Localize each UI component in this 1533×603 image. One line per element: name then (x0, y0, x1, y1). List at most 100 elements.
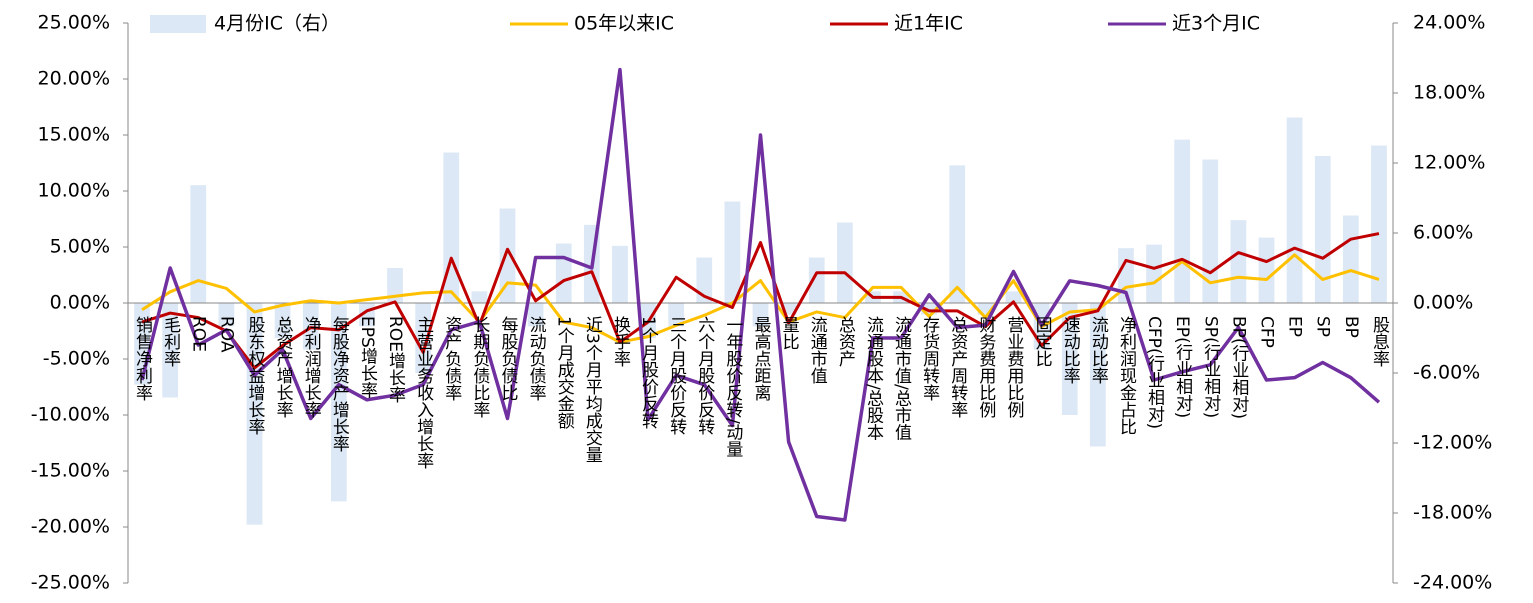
bar (1089, 303, 1106, 447)
y-tick-label: -20.00% (31, 516, 110, 538)
x-tick-label: EP (1284, 316, 1305, 337)
y-tick-label: -25.00% (31, 572, 110, 594)
y-tick-label: 5.00% (50, 236, 110, 258)
x-tick-label: ROA (216, 316, 237, 353)
bar (471, 291, 488, 303)
x-tick-label: EPS增长率 (356, 316, 377, 399)
y-tick-label: -5.00% (43, 348, 110, 370)
x-tick-label: 销售净利率 (132, 316, 153, 401)
y2-tick-label: -18.00% (1413, 502, 1492, 524)
x-tick-label: 最高点距离 (750, 316, 771, 401)
bar (977, 303, 994, 315)
x-tick-label: 股息率 (1368, 316, 1389, 367)
x-tick-label: 换手率 (609, 316, 630, 367)
x-tick-label: 流动负债率 (525, 316, 546, 401)
bar (668, 303, 685, 327)
x-tick-label: 每股净资产增长率 (328, 316, 349, 452)
x-tick-label: 1个月股价反转 (638, 316, 659, 429)
bar (808, 257, 825, 303)
x-tick-label: 总资产增长率 (272, 316, 293, 418)
x-tick-label: 存货周转率 (919, 316, 940, 401)
bar (1286, 117, 1303, 303)
y-tick-label: 0.00% (50, 292, 110, 314)
bar (1342, 215, 1359, 303)
bar (415, 303, 432, 373)
x-tick-label: BP(行业相对) (1228, 316, 1249, 420)
bar (921, 303, 938, 315)
x-tick-label: 六个月股价反转 (694, 316, 715, 435)
x-tick-label: EP(行业相对) (1172, 316, 1193, 419)
bar (724, 201, 741, 303)
bar (162, 303, 179, 398)
legend-label: 05年以来IC (574, 13, 674, 35)
line (141, 232, 1380, 370)
y-tick-label: 10.00% (38, 180, 110, 202)
bar (949, 165, 966, 303)
y2-tick-label: 6.00% (1413, 222, 1473, 244)
x-tick-label: 近3个月平均成交量 (581, 316, 602, 463)
bar (696, 257, 713, 303)
bar (330, 303, 347, 502)
x-tick-label: BP (1340, 316, 1361, 338)
bar (218, 303, 235, 327)
bar (1005, 291, 1022, 303)
y2-tick-label: 12.00% (1413, 152, 1485, 174)
y2-tick-label: 24.00% (1413, 12, 1485, 34)
bar (555, 243, 572, 303)
x-tick-label: 三个月股价反转 (666, 316, 687, 435)
x-tick-label: ROE (188, 316, 209, 352)
y-tick-label: -10.00% (31, 404, 110, 426)
y-tick-label: -15.00% (31, 460, 110, 482)
x-tick-label: 净利润现金占比 (1115, 316, 1136, 435)
bar (527, 303, 544, 327)
y2-tick-label: -12.00% (1413, 432, 1492, 454)
x-tick-label: SP(行业相对) (1200, 316, 1221, 419)
bar (612, 245, 628, 303)
x-tick-label: 股东权益增长率 (244, 316, 265, 435)
bar (274, 303, 291, 338)
bar (1258, 237, 1275, 303)
x-tick-label: 流通市值/总市值 (891, 316, 912, 441)
bar (190, 185, 207, 303)
x-tick-label: 主营业务收入增长率 (413, 316, 434, 469)
y2-tick-label: 18.00% (1413, 82, 1485, 104)
y2-tick-label: -24.00% (1413, 572, 1492, 594)
bar (1174, 139, 1191, 303)
x-tick-label: 速动比率 (1059, 316, 1080, 384)
x-tick-label: 流动比率 (1087, 316, 1108, 384)
x-tick-label: SP (1312, 316, 1333, 338)
x-tick-label: 长期负债比率 (469, 316, 490, 418)
x-tick-label: 每股负债比 (497, 316, 518, 401)
x-tick-label: 净利润增长率 (300, 316, 321, 418)
x-tick-label: 资产负债率 (441, 316, 462, 401)
x-tick-label: 毛利率 (160, 316, 181, 367)
x-tick-label: ROE增长率 (385, 316, 406, 403)
line (141, 253, 1380, 344)
bar (387, 268, 403, 303)
y-tick-label: 20.00% (38, 68, 110, 90)
x-tick-label: 量比 (778, 316, 799, 350)
bar (246, 303, 263, 525)
x-tick-label: 总资产周转率 (947, 316, 968, 418)
bar (1371, 145, 1387, 303)
bar (499, 208, 516, 303)
legend-swatch (150, 15, 206, 33)
bar (1314, 156, 1331, 303)
bar (836, 222, 853, 303)
x-tick-label: 营业费用比例 (1003, 316, 1024, 418)
bar (1146, 244, 1162, 303)
x-tick-label: 流通市值 (806, 316, 827, 384)
line (140, 67, 1381, 522)
legend-label: 近3个月IC (1172, 13, 1260, 35)
x-tick-label: 1个月成交金额 (553, 316, 574, 429)
bar (1230, 220, 1247, 303)
y2-tick-label: 0.00% (1413, 292, 1473, 314)
x-tick-label: 固定比 (1031, 316, 1052, 367)
y-tick-label: 25.00% (38, 12, 110, 34)
bar (780, 303, 797, 315)
x-tick-label: 流通股本/总股本 (862, 316, 883, 441)
x-tick-label: CFP(行业相对) (1144, 316, 1165, 430)
legend-label: 近1年IC (894, 13, 963, 35)
